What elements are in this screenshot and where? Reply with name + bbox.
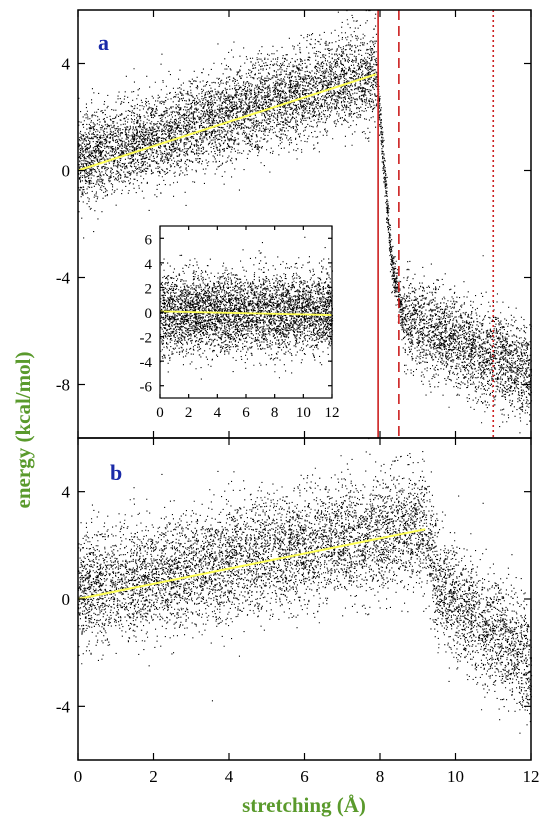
panel-b-y-ticks: 4 0 -4 (56, 483, 531, 716)
inset-y-tick-label: 0 (145, 306, 153, 322)
inset-plot: 6 4 2 0 -2 -4 -6 0 2 4 6 8 10 12 (140, 225, 340, 421)
inset-fit-line (159, 310, 333, 316)
inset-x-ticks: 0 2 4 6 8 10 12 (156, 226, 340, 421)
panel-b-x-tick-label: 4 (225, 767, 234, 786)
inset-x-tick-label: 8 (271, 405, 279, 421)
panel-a-fit-line (77, 73, 377, 172)
panel-b-x-tick-label: 6 (300, 767, 309, 786)
panel-a-y-tick-label: -8 (56, 376, 70, 395)
panel-b-y-tick-label: -4 (56, 697, 71, 716)
inset-y-tick-label: -2 (140, 331, 153, 347)
x-axis-title: stretching (Å) (242, 793, 366, 817)
panel-b-x-tick-label: 12 (523, 767, 540, 786)
panel-a-marker-lines (377, 10, 495, 438)
panel-b-fit-line (77, 528, 426, 600)
panel-a: 4 0 -4 -8 a 6 4 2 0 -2 -4 -6 0 2 4 6 8 10 12 (56, 9, 532, 439)
inset-x-tick-label: 4 (214, 405, 222, 421)
panel-a-y-tick-label: 0 (62, 162, 71, 181)
panel-b-x-tick-label: 8 (376, 767, 385, 786)
panel-b-x-tick-label: 2 (149, 767, 158, 786)
inset-x-tick-label: 6 (242, 405, 250, 421)
panel-b-letter: b (110, 460, 122, 485)
panel-a-y-tick-label: -4 (56, 269, 71, 288)
y-axis-title: energy (kcal/mol) (11, 352, 35, 509)
inset-x-tick-label: 0 (156, 405, 164, 421)
panel-a-noise-points (78, 10, 532, 434)
panel-a-y-ticks: 4 0 -4 -8 (56, 55, 531, 395)
inset-noise-cloud (160, 236, 334, 380)
panel-b-y-tick-label: 0 (62, 590, 71, 609)
panel-a-y-tick-label: 4 (62, 55, 71, 74)
panel-b-x-tick-label: 10 (447, 767, 464, 786)
panel-a-x-ticks (77, 10, 532, 438)
panel-b-noise-points (78, 438, 533, 734)
inset-y-tick-label: 4 (145, 257, 153, 273)
inset-y-tick-label: -4 (140, 355, 153, 371)
inset-x-tick-label: 12 (325, 405, 340, 421)
inset-y-tick-label: 2 (145, 281, 153, 297)
panel-b-y-tick-label: 4 (62, 483, 71, 502)
inset-y-ticks: 6 4 2 0 -2 -4 -6 (140, 232, 332, 396)
inset-noise-points (160, 236, 334, 380)
inset-x-tick-label: 10 (296, 405, 311, 421)
inset-x-tick-label: 2 (185, 405, 193, 421)
panel-b-x-ticks: 0 2 4 6 8 10 12 (74, 438, 540, 786)
panel-a-noise-cloud (78, 10, 532, 434)
panel-b-noise-cloud (78, 438, 533, 734)
panel-a-letter: a (98, 30, 109, 55)
inset-y-tick-label: -6 (140, 380, 153, 396)
panel-b-x-tick-label: 0 (74, 767, 83, 786)
panel-b: 4 0 -4 0 2 4 6 8 10 12 b (56, 437, 540, 786)
inset-y-tick-label: 6 (145, 232, 153, 248)
